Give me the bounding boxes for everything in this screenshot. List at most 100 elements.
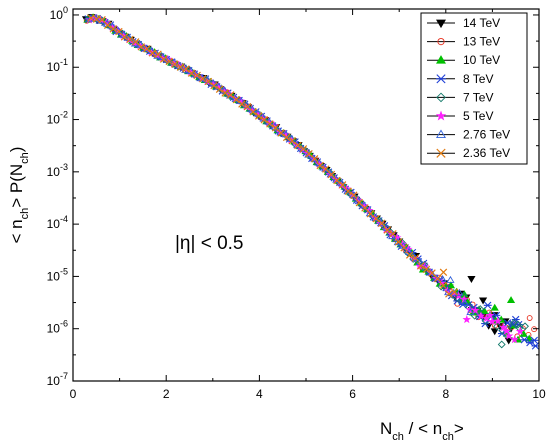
- data-point: [238, 100, 246, 108]
- legend-marker: [436, 92, 446, 103]
- x-tick-label: 0: [70, 387, 77, 401]
- series-2.36-tev: [87, 14, 459, 298]
- data-point: [277, 129, 285, 137]
- legend-label: 13 TeV: [463, 35, 500, 49]
- legend-entry: 2.36 TeV: [427, 146, 510, 160]
- legend-entry: 14 TeV: [427, 16, 500, 30]
- data-point: [249, 108, 257, 116]
- legend-marker: [435, 74, 447, 84]
- data-point: [338, 181, 347, 189]
- data-point: [171, 60, 179, 68]
- data-point: [215, 85, 224, 94]
- y-tick-label: 10-4: [47, 214, 68, 231]
- data-point: [531, 342, 540, 350]
- data-point: [103, 21, 112, 29]
- legend-entry: 5 TeV: [427, 109, 493, 123]
- data-point: [176, 63, 185, 71]
- x-tick-label: 6: [349, 387, 356, 401]
- legend-label: 10 TeV: [463, 53, 500, 67]
- data-point: [210, 81, 218, 90]
- data-point: [438, 274, 447, 282]
- legend-label: 14 TeV: [463, 16, 500, 30]
- data-point: [350, 191, 358, 199]
- data-point: [493, 316, 503, 325]
- data-point: [109, 25, 118, 33]
- x-tick-label: 10: [532, 387, 546, 401]
- y-tick-label: 10-2: [47, 110, 68, 127]
- data-point: [514, 320, 522, 329]
- data-point: [372, 214, 380, 223]
- data-point: [199, 75, 207, 83]
- legend-label: 2.76 TeV: [463, 128, 510, 142]
- legend-entry: 13 TeV: [427, 35, 500, 49]
- data-point: [521, 322, 529, 331]
- data-point: [182, 65, 190, 73]
- data-point: [462, 314, 472, 324]
- data-point: [393, 238, 402, 246]
- legend-marker: [435, 110, 447, 121]
- data-point: [120, 33, 129, 41]
- data-point: [504, 331, 514, 340]
- data-point: [483, 301, 492, 310]
- data-point: [439, 268, 448, 277]
- x-tick-label: 4: [256, 387, 263, 401]
- y-axis-title: < nch> P(Nch): [7, 147, 31, 244]
- data-point: [411, 254, 420, 262]
- y-tick-label: 10-7: [47, 371, 68, 388]
- y-tick-label: 10-6: [47, 319, 68, 336]
- data-point: [530, 336, 539, 344]
- data-point: [400, 244, 408, 252]
- legend-marker: [436, 19, 446, 29]
- data-point: [282, 133, 291, 142]
- data-point: [260, 116, 269, 124]
- legend-label: 2.36 TeV: [463, 146, 510, 160]
- data-point: [510, 335, 519, 344]
- legend-entry: 8 TeV: [427, 72, 493, 86]
- data-point: [204, 77, 213, 86]
- data-point: [344, 187, 352, 195]
- data-point: [266, 120, 274, 128]
- data-point: [361, 204, 369, 212]
- data-point: [394, 238, 403, 246]
- data-point: [433, 274, 442, 283]
- data-point: [478, 297, 488, 305]
- data-point: [187, 69, 196, 77]
- data-point: [159, 55, 168, 63]
- data-point: [504, 337, 513, 345]
- y-tick-label: 10-3: [47, 162, 68, 179]
- data-point: [460, 299, 469, 306]
- data-point: [148, 49, 157, 57]
- data-point: [467, 276, 476, 283]
- y-tick-label: 10-1: [47, 57, 68, 74]
- legend-label: 5 TeV: [463, 109, 493, 123]
- eta-annotation: |η| < 0.5: [175, 233, 244, 254]
- data-point: [499, 322, 508, 332]
- legend-label: 8 TeV: [463, 72, 493, 86]
- data-point: [193, 71, 201, 80]
- data-point: [316, 161, 324, 170]
- data-point: [327, 170, 336, 179]
- data-point: [455, 288, 464, 296]
- data-point: [232, 95, 241, 104]
- data-point: [490, 328, 499, 336]
- data-point: [439, 281, 447, 290]
- data-point: [450, 288, 459, 296]
- y-axis: 10-7 10-6 10-5 10-4 10-3 10-2 10-1 100: [47, 5, 539, 388]
- data-point: [466, 308, 475, 316]
- data-point: [422, 265, 431, 274]
- x-axis: 0 2 4 6 8 10: [70, 9, 546, 401]
- data-point: [515, 326, 525, 336]
- y-tick-label: 100: [50, 5, 68, 22]
- data-point: [493, 322, 501, 331]
- data-point: [254, 112, 263, 120]
- data-point: [298, 145, 307, 153]
- y-tick-label: 10-5: [47, 266, 68, 283]
- x-axis-title: Nch / < nch>: [380, 419, 464, 443]
- data-point: [417, 262, 425, 270]
- legend-box: [420, 12, 528, 165]
- data-point: [446, 275, 455, 283]
- data-point: [526, 315, 533, 321]
- data-point: [506, 296, 516, 304]
- data-point: [378, 219, 386, 227]
- legend-label: 7 TeV: [463, 90, 493, 104]
